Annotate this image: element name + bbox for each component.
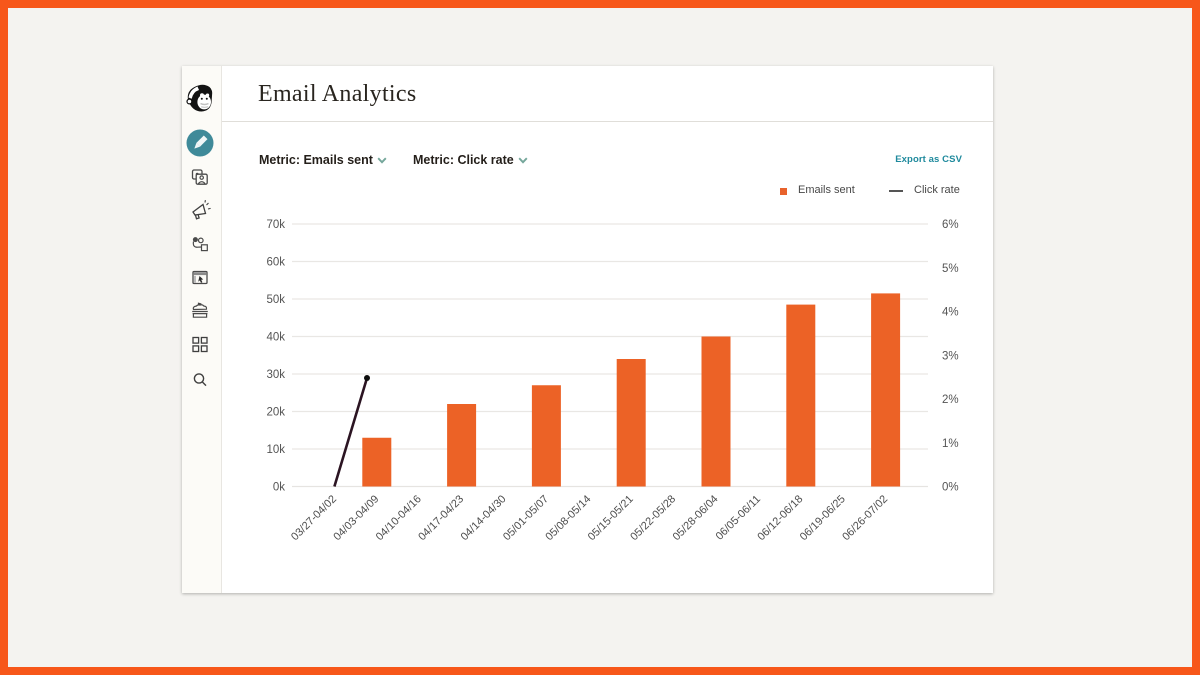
svg-text:2%: 2% bbox=[942, 394, 959, 406]
svg-text:70k: 70k bbox=[266, 219, 285, 231]
svg-text:4%: 4% bbox=[942, 307, 959, 319]
svg-text:05/28-06/04: 05/28-06/04 bbox=[671, 493, 721, 543]
svg-text:3%: 3% bbox=[942, 350, 959, 362]
svg-text:0%: 0% bbox=[942, 482, 959, 494]
svg-text:10k: 10k bbox=[266, 444, 285, 456]
svg-text:5%: 5% bbox=[942, 263, 959, 275]
svg-text:20k: 20k bbox=[266, 407, 285, 419]
svg-text:0k: 0k bbox=[273, 482, 285, 494]
svg-text:1%: 1% bbox=[942, 438, 959, 450]
svg-text:06/26-07/02: 06/26-07/02 bbox=[840, 493, 890, 543]
svg-text:6%: 6% bbox=[942, 219, 959, 231]
svg-text:50k: 50k bbox=[266, 294, 285, 306]
svg-text:30k: 30k bbox=[266, 369, 285, 381]
svg-text:60k: 60k bbox=[266, 257, 285, 269]
svg-text:40k: 40k bbox=[266, 332, 285, 344]
